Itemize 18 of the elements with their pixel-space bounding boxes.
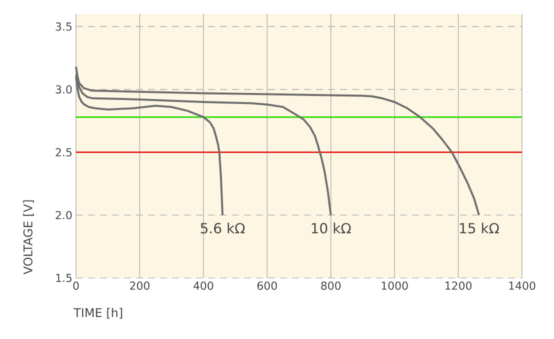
x-tick-label: 0 [73,282,79,290]
x-tick-label: 800 [321,282,341,290]
x-tick-label: 200 [130,282,150,290]
y-tick-label: 3.5 [56,22,72,31]
y-axis-title: VOLTAGE [V] [23,200,34,274]
y-tick-label: 3.0 [56,85,72,94]
x-tick-label: 600 [257,282,277,290]
y-tick-label: 2.0 [56,210,72,220]
x-tick-label: 1200 [445,282,472,290]
series-label: 5.6 kΩ [200,222,245,234]
y-tick-label: 2.5 [56,148,72,156]
x-axis-title: TIME [h] [74,308,122,319]
series-label: 15 kΩ [460,222,499,234]
x-tick-label: 1000 [382,282,408,290]
x-tick-label: 1400 [509,282,536,290]
y-tick-label: 1.5 [56,274,72,282]
x-tick-label: 400 [193,282,214,290]
series-label: 10 kΩ [312,222,351,234]
